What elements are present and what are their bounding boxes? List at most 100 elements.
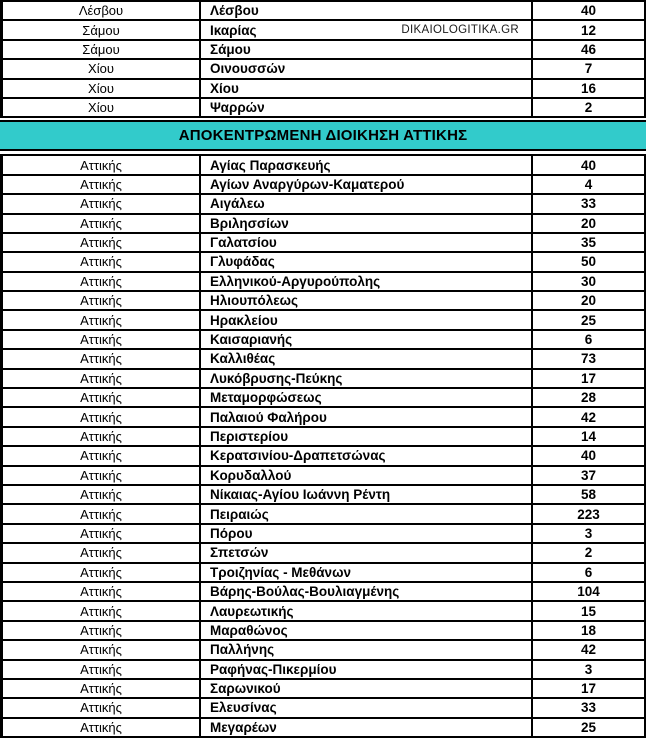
- table-row: Αττικής Νίκαιας-Αγίου Ιωάννη Ρέντη 58: [3, 485, 644, 506]
- count-cell: 17: [580, 370, 597, 386]
- region-cell: Αττικής: [3, 563, 201, 581]
- municipality-cell: Μεγαρέων: [201, 718, 533, 737]
- municipality-cell: Βάρης-Βούλας-Βουλιαγμένης: [201, 582, 533, 601]
- region-cell: Αττικής: [3, 195, 201, 213]
- region-cell: Αττικής: [3, 408, 201, 426]
- region-cell: Αττικής: [3, 679, 201, 698]
- table-row: Αττικής Σαρωνικού 17: [3, 679, 644, 700]
- count-cell: 40: [580, 448, 597, 464]
- municipality-cell: Οινουσσών: [201, 60, 533, 78]
- table-row: Αττικής Αγίων Αναργύρων-Καματερού 4: [3, 175, 644, 196]
- count-cell: 42: [580, 642, 597, 658]
- count-cell: 25: [580, 719, 597, 735]
- table-row: Αττικής Καλλιθέας 73: [3, 350, 644, 370]
- region-cell: Αττικής: [3, 156, 201, 174]
- municipality-cell: Καισαριανής: [201, 330, 533, 349]
- region-cell: Αττικής: [3, 718, 201, 737]
- municipality-cell: Ηρακλείου: [201, 311, 533, 329]
- watermark-text: DIKAIOLOGITIKA.GR: [401, 24, 519, 37]
- count-cell: 7: [584, 61, 593, 77]
- municipality-cell: Πειραιώς: [201, 505, 533, 523]
- table-row: Αττικής Κερατσινίου-Δραπετσώνας 40: [3, 447, 644, 467]
- count-cell: 6: [584, 564, 593, 580]
- region-cell: Λέσβου: [3, 2, 201, 20]
- region-cell: Αττικής: [3, 330, 201, 349]
- table-section-islands: Λέσβου Λέσβου 40 Σάμου Ικαρίας DIKAIOLOG…: [0, 0, 646, 119]
- table-row: Λέσβου Λέσβου 40: [3, 2, 644, 22]
- region-cell: Αττικής: [3, 699, 201, 717]
- municipality-cell: Ελληνικού-Αργυρούπολης: [201, 272, 533, 291]
- region-cell: Χίου: [3, 60, 201, 78]
- count-cell: 42: [580, 409, 597, 425]
- count-cell: 46: [580, 41, 597, 57]
- region-cell: Σάμου: [3, 21, 201, 39]
- region-cell: Αττικής: [3, 660, 201, 678]
- table-row: Αττικής Γλυφάδας 50: [3, 253, 644, 273]
- municipality-cell: Πόρου: [201, 524, 533, 543]
- section-header-title: ΑΠΟΚΕΝΤΡΩΜΕΝΗ ΔΙΟΙΚΗΣΗ ΑΤΤΙΚΗΣ: [178, 127, 468, 145]
- municipality-cell: Παλαιού Φαλήρου: [201, 408, 533, 426]
- count-cell: 37: [580, 467, 597, 483]
- count-cell: 12: [580, 22, 597, 38]
- region-cell: Αττικής: [3, 292, 201, 310]
- municipality-cell: Ηλιουπόλεως: [201, 292, 533, 310]
- region-cell: Χίου: [3, 98, 201, 117]
- count-cell: 17: [580, 681, 597, 697]
- municipality-cell: Λυκόβρυσης-Πεύκης: [201, 369, 533, 388]
- count-cell: 18: [580, 622, 597, 638]
- count-cell: 30: [580, 273, 597, 289]
- table-row: Αττικής Παλλήνης 42: [3, 641, 644, 661]
- count-cell: 223: [577, 506, 600, 522]
- municipality-cell: Ψαρρών: [201, 98, 533, 117]
- table-row: Αττικής Μεγαρέων 25: [3, 718, 644, 737]
- region-cell: Χίου: [3, 79, 201, 97]
- table-row: Χίου Ψαρρών 2: [3, 98, 644, 117]
- count-cell: 35: [580, 235, 597, 251]
- region-cell: Αττικής: [3, 253, 201, 271]
- table-row: Αττικής Λαυρεωτικής 15: [3, 602, 644, 622]
- table-row: Αττικής Ηρακλείου 25: [3, 311, 644, 331]
- region-cell: Αττικής: [3, 582, 201, 601]
- table-row: Αττικής Τροιζηνίας - Μεθάνων 6: [3, 563, 644, 583]
- count-cell: 3: [584, 661, 593, 677]
- table-row: Αττικής Γαλατσίου 35: [3, 233, 644, 254]
- municipality-cell: Σπετσών: [201, 544, 533, 562]
- region-cell: Αττικής: [3, 214, 201, 232]
- region-cell: Αττικής: [3, 233, 201, 252]
- region-cell: Αττικής: [3, 427, 201, 446]
- table-row: Χίου Οινουσσών 7: [3, 60, 644, 80]
- region-cell: Αττικής: [3, 641, 201, 659]
- count-cell: 50: [580, 254, 597, 270]
- municipality-cell: Ικαρίας DIKAIOLOGITIKA.GR: [201, 21, 533, 39]
- table-row: Αττικής Αγίας Παρασκευής 40: [3, 156, 644, 176]
- table-row: Αττικής Σπετσών 2: [3, 544, 644, 564]
- municipality-cell: Βριλησσίων: [201, 214, 533, 232]
- municipality-cell: Νίκαιας-Αγίου Ιωάννη Ρέντη: [201, 485, 533, 504]
- region-cell: Αττικής: [3, 485, 201, 504]
- table-row: Σάμου Σάμου 46: [3, 40, 644, 61]
- region-cell: Αττικής: [3, 369, 201, 388]
- municipality-cell: Αιγάλεω: [201, 195, 533, 213]
- section-header-attica: ΑΠΟΚΕΝΤΡΩΜΕΝΗ ΔΙΟΙΚΗΣΗ ΑΤΤΙΚΗΣ: [0, 120, 646, 152]
- table-row: Αττικής Ελευσίνας 33: [3, 699, 644, 719]
- table-row: Αττικής Καισαριανής 6: [3, 330, 644, 351]
- region-cell: Αττικής: [3, 389, 201, 407]
- table-row: Αττικής Πόρου 3: [3, 524, 644, 545]
- count-cell: 28: [580, 390, 597, 406]
- table-row: Αττικής Κορυδαλλού 37: [3, 466, 644, 486]
- count-cell: 14: [580, 429, 597, 444]
- table-row: Σάμου Ικαρίας DIKAIOLOGITIKA.GR 12: [3, 21, 644, 41]
- table-row: Αττικής Ελληνικού-Αργυρούπολης 30: [3, 272, 644, 293]
- municipality-cell: Κορυδαλλού: [201, 466, 533, 484]
- count-cell: 40: [580, 3, 597, 19]
- count-cell: 2: [584, 100, 593, 116]
- municipality-cell: Ελευσίνας: [201, 699, 533, 717]
- municipality-cell: Γλυφάδας: [201, 253, 533, 271]
- municipality-cell: Σάμου: [201, 40, 533, 59]
- count-cell: 104: [577, 584, 600, 600]
- region-cell: Αττικής: [3, 272, 201, 291]
- municipality-cell: Λέσβου: [201, 2, 533, 20]
- region-cell: Αττικής: [3, 175, 201, 194]
- municipality-cell: Παλλήνης: [201, 641, 533, 659]
